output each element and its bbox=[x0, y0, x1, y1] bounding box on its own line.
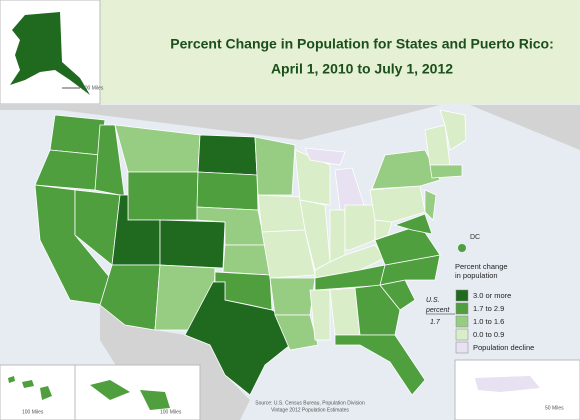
state bbox=[254, 136, 296, 196]
legend-label: 1.0 to 1.6 bbox=[473, 317, 504, 326]
legend-swatch bbox=[455, 328, 469, 341]
dc-marker bbox=[458, 244, 466, 252]
state bbox=[257, 194, 306, 233]
us-value: 1.7 bbox=[430, 319, 441, 326]
legend-label: 0.0 to 0.9 bbox=[473, 330, 504, 339]
dc-label: DC bbox=[470, 234, 480, 241]
scale-label: 100 Miles bbox=[160, 409, 182, 415]
state bbox=[40, 386, 52, 400]
state bbox=[424, 189, 437, 221]
state bbox=[475, 376, 540, 392]
legend-title: Percent change bbox=[455, 262, 508, 271]
source: Vintage 2012 Population Estimates bbox=[271, 407, 349, 413]
state bbox=[196, 171, 259, 211]
state bbox=[22, 380, 34, 388]
state bbox=[374, 224, 441, 266]
state bbox=[354, 284, 401, 336]
states bbox=[34, 109, 467, 396]
legend: 3.0 or more 1.7 to 2.9 1.0 to 1.6 0.0 to 0.… bbox=[455, 289, 534, 354]
legend-title: in population bbox=[455, 271, 498, 280]
state bbox=[329, 209, 346, 263]
state bbox=[99, 264, 161, 331]
hawaii-inset bbox=[0, 364, 76, 420]
title: Percent Change in Population for States … bbox=[170, 36, 554, 52]
state bbox=[274, 314, 319, 351]
legend-swatch bbox=[455, 289, 469, 302]
state bbox=[8, 376, 15, 383]
state bbox=[371, 149, 441, 190]
state bbox=[344, 204, 376, 251]
state bbox=[10, 12, 90, 95]
state bbox=[90, 380, 130, 400]
state bbox=[269, 277, 316, 316]
us-label: U.S. bbox=[426, 297, 440, 304]
state bbox=[49, 114, 106, 156]
state bbox=[159, 219, 226, 269]
legend-swatch bbox=[455, 302, 469, 315]
state bbox=[393, 213, 433, 235]
state bbox=[439, 109, 467, 151]
hawaii-inset bbox=[74, 364, 201, 420]
legend-label: Population decline bbox=[473, 343, 534, 352]
state bbox=[184, 281, 291, 396]
state bbox=[197, 134, 258, 176]
canada bbox=[0, 105, 580, 150]
state bbox=[309, 289, 331, 341]
us-label: percent bbox=[425, 307, 450, 314]
legend-label: 1.7 to 2.9 bbox=[473, 304, 504, 313]
scale-label: 100 Miles bbox=[82, 85, 104, 91]
legend-swatch bbox=[455, 341, 469, 354]
hawaii bbox=[8, 376, 170, 410]
legend-swatch bbox=[455, 315, 469, 328]
state bbox=[222, 244, 271, 276]
state bbox=[334, 334, 426, 396]
subtitle: April 1, 2010 to July 1, 2012 bbox=[271, 61, 453, 77]
state bbox=[429, 164, 463, 179]
state bbox=[127, 171, 199, 221]
title-box bbox=[100, 0, 580, 104]
scale-label: 50 Miles bbox=[545, 405, 564, 411]
state bbox=[304, 147, 346, 166]
scale-label: 100 Miles bbox=[22, 409, 44, 415]
source: Source: U.S. Census Bureau, Population D… bbox=[255, 400, 365, 406]
state bbox=[140, 390, 170, 410]
legend-label: 3.0 or more bbox=[473, 291, 511, 300]
